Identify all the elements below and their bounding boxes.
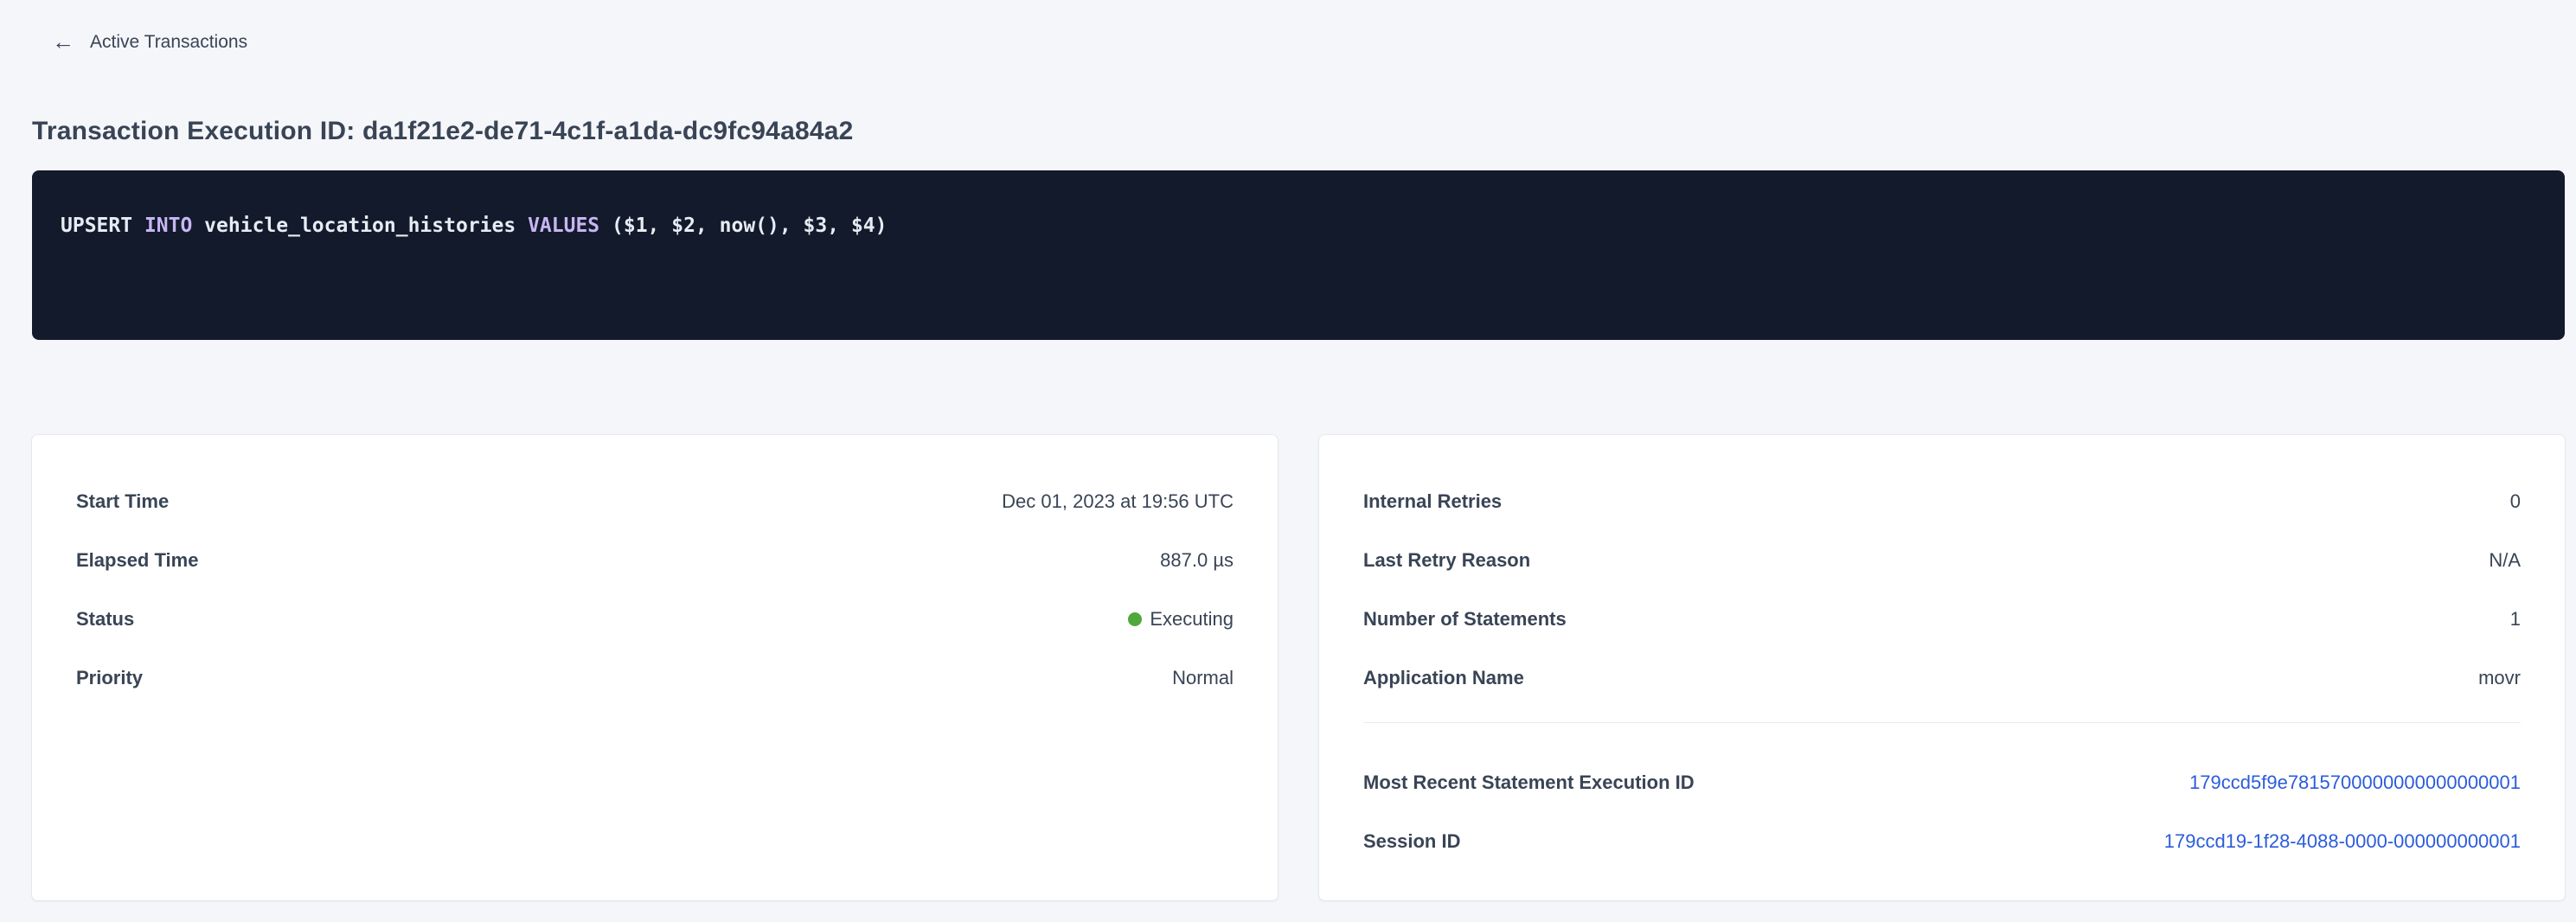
sql-statement-box: UPSERT INTO vehicle_location_histories V… — [32, 170, 2565, 340]
status-row: Status Executing — [76, 605, 1234, 634]
last-retry-reason-label: Last Retry Reason — [1363, 549, 1531, 571]
elapsed-time-value: 887.0 µs — [1160, 549, 1234, 571]
sql-keyword-into: INTO — [144, 214, 193, 237]
internal-retries-label: Internal Retries — [1363, 490, 1503, 512]
application-name-label: Application Name — [1363, 667, 1524, 688]
priority-value: Normal — [1172, 667, 1234, 688]
statement-execution-id-link[interactable]: 179ccd5f9e7815700000000000000001 — [2189, 772, 2521, 793]
status-value: Executing — [1128, 605, 1234, 634]
back-link[interactable]: ← Active Transactions — [52, 29, 248, 54]
page-title: Transaction Execution ID: da1f21e2-de71-… — [32, 117, 854, 145]
session-id-link[interactable]: 179ccd19-1f28-4088-0000-000000000001 — [2163, 830, 2521, 852]
start-time-label: Start Time — [76, 490, 170, 512]
session-id-label: Session ID — [1363, 830, 1461, 852]
sql-keyword-values: VALUES — [528, 214, 600, 237]
most-recent-statement-label: Most Recent Statement Execution ID — [1363, 772, 1695, 793]
execution-summary-card: Start Time Dec 01, 2023 at 19:56 UTC Ela… — [32, 435, 1278, 900]
card-divider — [1363, 722, 2521, 723]
elapsed-time-label: Elapsed Time — [76, 549, 199, 571]
application-name-value: movr — [2478, 667, 2521, 688]
status-executing-dot-icon — [1128, 612, 1143, 626]
back-link-label: Active Transactions — [90, 32, 248, 52]
status-label: Status — [76, 608, 135, 630]
elapsed-time-row: Elapsed Time 887.0 µs — [76, 546, 1234, 575]
most-recent-statement-row: Most Recent Statement Execution ID 179cc… — [1363, 768, 2521, 797]
internal-retries-value: 0 — [2509, 490, 2521, 512]
sql-values-args: ($1, $2, now(), $3, $4) — [599, 214, 888, 237]
back-arrow-icon: ← — [52, 29, 74, 54]
number-of-statements-row: Number of Statements 1 — [1363, 605, 2521, 634]
number-of-statements-value: 1 — [2509, 608, 2521, 630]
application-name-row: Application Name movr — [1363, 663, 2521, 693]
priority-label: Priority — [76, 667, 144, 688]
status-text: Executing — [1150, 608, 1234, 630]
last-retry-reason-row: Last Retry Reason N/A — [1363, 546, 2521, 575]
session-id-row: Session ID 179ccd19-1f28-4088-0000-00000… — [1363, 827, 2521, 856]
number-of-statements-label: Number of Statements — [1363, 608, 1567, 630]
sql-statement: UPSERT INTO vehicle_location_histories V… — [61, 214, 888, 237]
start-time-value: Dec 01, 2023 at 19:56 UTC — [1002, 490, 1234, 512]
start-time-row: Start Time Dec 01, 2023 at 19:56 UTC — [76, 487, 1234, 516]
execution-details-card: Internal Retries 0 Last Retry Reason N/A… — [1319, 435, 2565, 900]
summary-cards: Start Time Dec 01, 2023 at 19:56 UTC Ela… — [32, 435, 2565, 900]
sql-keyword-upsert: UPSERT — [61, 214, 144, 237]
internal-retries-row: Internal Retries 0 — [1363, 487, 2521, 516]
sql-table-name: vehicle_location_histories — [192, 214, 529, 237]
priority-row: Priority Normal — [76, 663, 1234, 693]
last-retry-reason-value: N/A — [2489, 549, 2521, 571]
